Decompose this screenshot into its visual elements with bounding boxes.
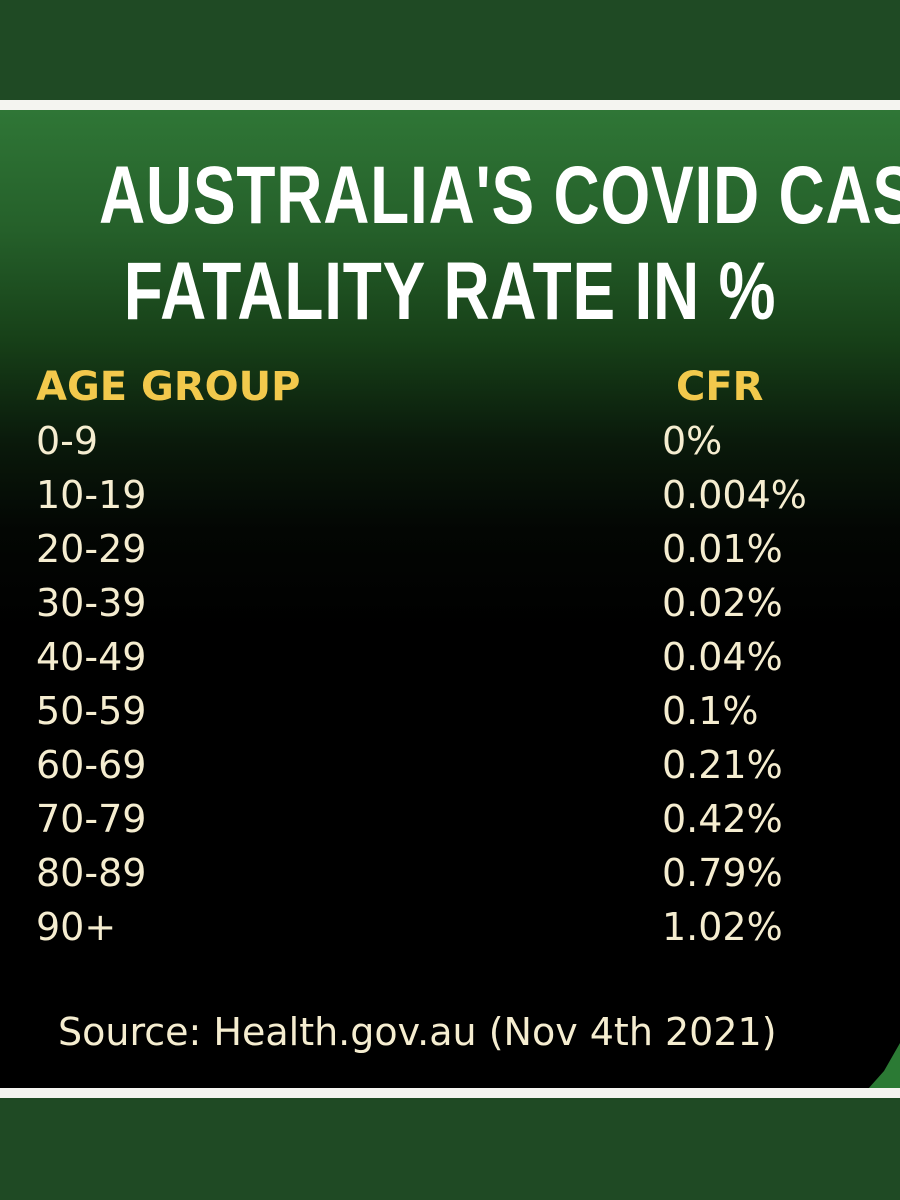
top-band xyxy=(0,0,900,100)
table-row: 20-29 0.01% xyxy=(0,522,900,576)
age-group-cell: 40-49 xyxy=(36,635,147,679)
table-row: 70-79 0.42% xyxy=(0,792,900,846)
title-line-1: AUSTRALIA'S COVID CASE xyxy=(99,150,900,241)
cfr-value-cell: 0.004% xyxy=(662,473,807,517)
cfr-value-cell: 0.79% xyxy=(662,851,783,895)
table-body: 0-9 0% 10-19 0.004% 20-29 0.01% 30-39 0.02% 40-4… xyxy=(0,414,900,954)
corner-decoration xyxy=(860,1008,900,1088)
source-note: Source: Health.gov.au (Nov 4th 2021) xyxy=(58,1010,777,1054)
cfr-value-cell: 0.02% xyxy=(662,581,783,625)
cfr-value-cell: 0.04% xyxy=(662,635,783,679)
age-group-cell: 0-9 xyxy=(36,419,99,463)
table-row: 50-59 0.1% xyxy=(0,684,900,738)
table-row: 40-49 0.04% xyxy=(0,630,900,684)
column-header-cfr: CFR xyxy=(676,364,764,410)
title-line-2: FATALITY RATE IN % xyxy=(123,246,777,337)
column-header-age-group: AGE GROUP xyxy=(36,364,301,410)
table-row: 90+ 1.02% xyxy=(0,900,900,954)
top-divider xyxy=(0,100,900,110)
age-group-cell: 80-89 xyxy=(36,851,147,895)
table-row: 0-9 0% xyxy=(0,414,900,468)
table-row: 10-19 0.004% xyxy=(0,468,900,522)
bottom-divider xyxy=(0,1088,900,1098)
cfr-table: AGE GROUP CFR 0-9 0% 10-19 0.004% 20-29 0.01%… xyxy=(0,360,900,954)
table-header-row: AGE GROUP CFR xyxy=(0,360,900,414)
age-group-cell: 50-59 xyxy=(36,689,147,733)
infographic-panel: AUSTRALIA'S COVID CASE FATALITY RATE IN … xyxy=(0,110,900,1088)
age-group-cell: 20-29 xyxy=(36,527,147,571)
age-group-cell: 10-19 xyxy=(36,473,147,517)
cfr-value-cell: 0.01% xyxy=(662,527,783,571)
cfr-value-cell: 0.21% xyxy=(662,743,783,787)
table-row: 60-69 0.21% xyxy=(0,738,900,792)
table-row: 30-39 0.02% xyxy=(0,576,900,630)
cfr-value-cell: 0% xyxy=(662,419,723,463)
age-group-cell: 30-39 xyxy=(36,581,147,625)
bottom-band xyxy=(0,1098,900,1200)
chart-title: AUSTRALIA'S COVID CASE FATALITY RATE IN … xyxy=(99,148,900,340)
table-row: 80-89 0.79% xyxy=(0,846,900,900)
age-group-cell: 70-79 xyxy=(36,797,147,841)
age-group-cell: 90+ xyxy=(36,905,117,949)
cfr-value-cell: 1.02% xyxy=(662,905,783,949)
cfr-value-cell: 0.42% xyxy=(662,797,783,841)
age-group-cell: 60-69 xyxy=(36,743,147,787)
cfr-value-cell: 0.1% xyxy=(662,689,759,733)
